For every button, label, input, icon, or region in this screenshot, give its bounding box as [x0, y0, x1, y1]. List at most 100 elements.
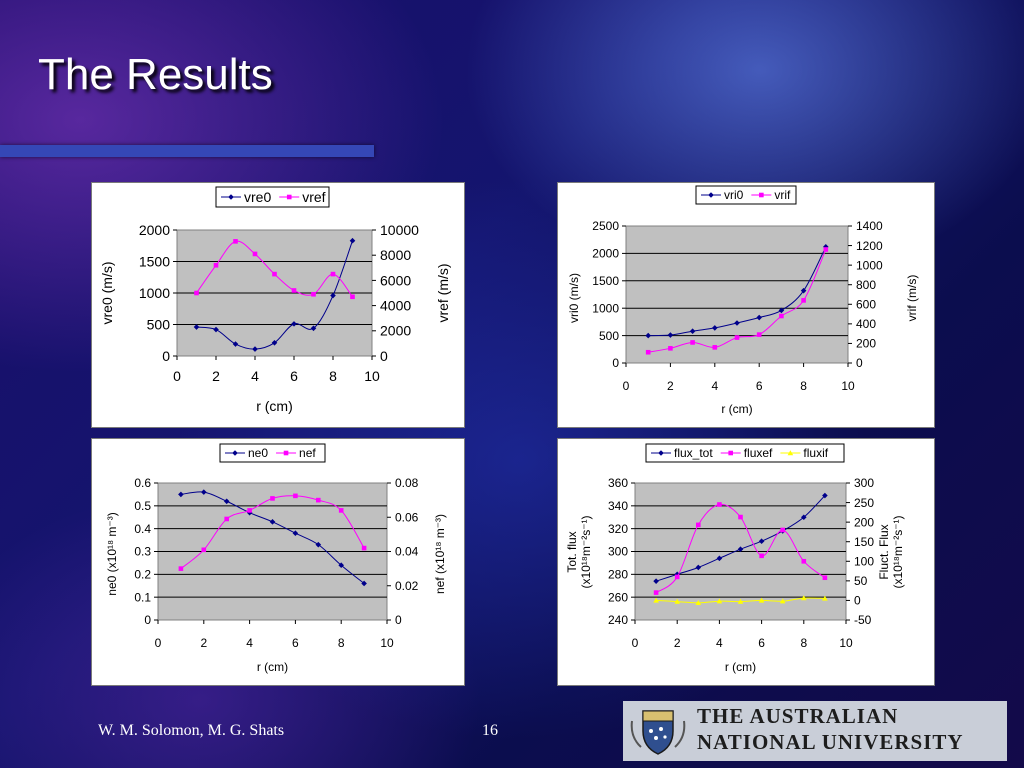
data-point-fluxif — [822, 595, 828, 601]
data-point-ne0 — [269, 519, 276, 525]
y2-tick-label: 400 — [856, 317, 876, 331]
y-tick-label: 340 — [608, 499, 628, 513]
y-tick-label: 0.4 — [134, 522, 151, 536]
chart-svg-flux: 240260280300320340360-500501001502002503… — [565, 443, 905, 674]
logo-line-2: NATIONAL UNIVERSITY — [697, 730, 964, 754]
legend-swatch-marker — [228, 194, 234, 200]
data-point-vref — [213, 262, 219, 268]
logo-line-1: THE AUSTRALIAN — [697, 704, 899, 728]
y-tick-label: 1500 — [592, 274, 619, 288]
y2-tick-label: 150 — [854, 535, 874, 549]
x-tick-label: 4 — [246, 636, 253, 650]
data-point-vri0 — [800, 287, 807, 294]
y2-tick-label: 4000 — [380, 298, 411, 314]
data-point-vrif — [734, 335, 740, 340]
series-nef — [178, 493, 367, 571]
data-point-fluxef — [780, 527, 785, 533]
data-point-vref — [272, 271, 277, 277]
y2-tick-label: 0 — [380, 348, 388, 364]
data-point-vref — [252, 251, 258, 257]
plot-area — [625, 225, 849, 364]
y-axis-label: vri0 (m/s) — [567, 273, 581, 323]
y2-tick-label: 800 — [856, 278, 876, 292]
x-tick-label: 8 — [329, 368, 337, 384]
y2-axis-label: nef (x10¹⁸ m⁻³) — [433, 514, 447, 594]
data-point-fluxif — [653, 597, 659, 603]
legend: ne0 nef — [219, 443, 326, 463]
y-tick-label: 0.3 — [134, 545, 151, 559]
y-tick-label: 0.6 — [134, 476, 151, 490]
legend-label: vrif — [774, 188, 791, 202]
legend-label: ne0 — [248, 446, 268, 460]
data-point-vref — [194, 290, 199, 296]
y-tick-label: 2000 — [139, 222, 170, 238]
y-tick-label: 300 — [608, 545, 628, 559]
data-point-vre0 — [252, 346, 258, 352]
y-tick-label: 2000 — [592, 247, 619, 261]
y-tick-label: 0.5 — [134, 499, 151, 513]
y2-tick-label: 100 — [854, 554, 874, 568]
data-point-vri0 — [712, 325, 718, 331]
data-point-vrif — [756, 332, 762, 337]
data-point-ne0 — [315, 541, 322, 548]
chart-svg-ne0-nef: 0 0.1 0.2 0.3 0.4 0.5 0.6 0 0.02 0.04 0.06 0.08 0 2 4 6… — [105, 443, 447, 674]
y2-tick-label: 0 — [854, 594, 861, 608]
data-point-ne0 — [223, 498, 230, 505]
chart-ne0-nef: 0 0.1 0.2 0.3 0.4 0.5 0.6 0 0.02 0.04 0.06 0.08 0 2 4 6… — [91, 438, 465, 686]
data-point-fluxef — [801, 558, 807, 564]
data-point-vre0 — [213, 326, 219, 333]
y-axis-label: vre0 (m/s) — [99, 262, 115, 325]
data-point-nef — [247, 508, 252, 513]
data-point-fluxif — [716, 598, 723, 604]
y-tick-label: 260 — [608, 590, 628, 604]
x-tick-label: 6 — [758, 636, 765, 650]
data-point-vrif — [823, 247, 829, 252]
data-point-vrif — [779, 313, 784, 319]
legend-label: vre0 — [244, 189, 271, 205]
data-point-vref — [311, 291, 316, 297]
data-point-nef — [316, 497, 321, 503]
legend-label: vri0 — [724, 188, 744, 202]
y2-tick-label: 1000 — [856, 258, 883, 272]
data-point-ne0 — [292, 530, 299, 537]
x-tick-label: 8 — [338, 636, 345, 650]
legend-swatch-marker — [787, 450, 794, 456]
x-tick-label: 0 — [623, 379, 630, 393]
y-tick-label: 240 — [608, 613, 628, 627]
data-point-vri0 — [645, 332, 651, 339]
y2-axis-label: (x10¹⁸m⁻²s⁻¹) — [891, 515, 905, 588]
y2-tick-label: 6000 — [380, 272, 411, 288]
y2-axis-label: vref (m/s) — [435, 263, 451, 322]
y2-tick-label: 300 — [854, 476, 874, 490]
legend-swatch-marker — [759, 192, 764, 198]
data-point-fluxif — [737, 598, 744, 604]
data-point-vre0 — [232, 341, 239, 347]
x-tick-label: 10 — [841, 379, 855, 393]
legend-label: fluxef — [744, 446, 773, 460]
data-point-fluxif — [779, 598, 786, 604]
data-point-fluxef — [717, 502, 722, 507]
series-vref — [194, 239, 355, 300]
anu-logo: THE AUSTRALIAN NATIONAL UNIVERSITY — [623, 701, 1007, 761]
data-point-vri0 — [756, 314, 762, 321]
x-tick-label: 4 — [711, 379, 718, 393]
x-tick-label: 10 — [839, 636, 853, 650]
y2-tick-label: 0 — [395, 613, 402, 627]
y-tick-label: 280 — [608, 568, 628, 582]
data-point-flux_tot — [822, 492, 828, 499]
data-point-vref — [291, 288, 297, 293]
data-point-vri0 — [689, 328, 696, 335]
y2-tick-label: 50 — [854, 574, 868, 588]
data-point-nef — [201, 547, 207, 553]
y2-tick-label: 8000 — [380, 247, 411, 263]
chart-flux: 240 260 280 300 320 340 360 -50 0 50 100 150 200 250 3… — [557, 438, 935, 686]
x-tick-label: 6 — [756, 379, 763, 393]
data-point-vrif — [668, 346, 673, 351]
legend-box — [215, 186, 330, 208]
chart-vri0-vrif: 0 500 1000 1500 2000 2500 0 200 400 600 800 1000 120… — [557, 182, 935, 428]
y-tick-label: 500 — [147, 316, 171, 332]
data-point-nef — [270, 496, 275, 501]
x-tick-label: 6 — [292, 636, 299, 650]
y-tick-label: 360 — [608, 476, 628, 490]
data-point-nef — [178, 566, 184, 571]
